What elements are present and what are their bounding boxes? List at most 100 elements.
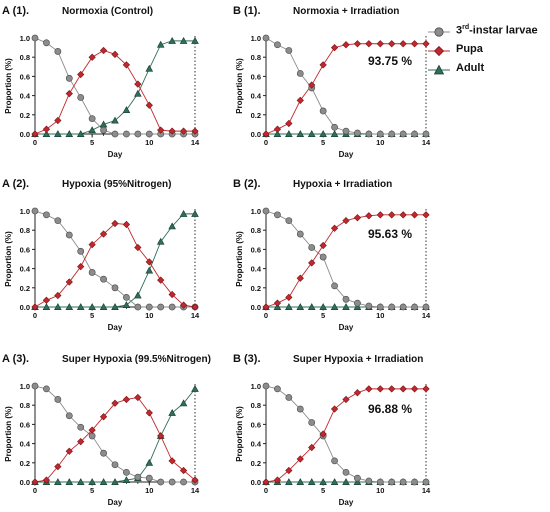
y-axis-title: Proportion (%) xyxy=(235,231,244,287)
data-point-pupa xyxy=(376,211,384,219)
data-point-pupa xyxy=(99,230,108,238)
survival-annotation: 96.88 % xyxy=(368,402,412,416)
y-axis-title: Proportion (%) xyxy=(4,58,13,114)
y-tick-label: 0.4 xyxy=(20,440,31,449)
chart-panel-2: B (1). Normoxia + Irradiation 0.0 0.2 0.4 0.6… xyxy=(233,5,431,159)
data-point-larvae xyxy=(274,385,281,393)
data-point-adult xyxy=(54,303,62,310)
data-point-larvae xyxy=(376,130,384,138)
data-point-larvae xyxy=(157,478,165,486)
y-tick-label: 0.2 xyxy=(251,284,261,293)
y-tick-label: 0.2 xyxy=(20,284,30,293)
y-axis-title: Proportion (%) xyxy=(4,231,13,287)
y-tick-label: 1.0 xyxy=(251,382,261,391)
data-point-pupa xyxy=(179,301,188,309)
data-point-larvae xyxy=(342,468,350,476)
data-point-pupa xyxy=(42,476,51,484)
y-tick-label: 0.4 xyxy=(251,265,262,274)
data-point-pupa xyxy=(342,41,350,49)
chart-panel-5: A (3). Super Hypoxia (99.5%Nitrogen) 0.0 0.… xyxy=(2,353,211,507)
chart-panel-3: A (2). Hypoxia (95%Nitrogen) 0.0 0.2 0.4 0.6 0… xyxy=(2,178,200,332)
data-point-larvae xyxy=(296,230,304,238)
data-point-adult xyxy=(76,478,85,485)
triangle-marker-icon xyxy=(428,64,450,75)
data-point-pupa xyxy=(376,385,384,393)
x-axis-title: Day xyxy=(108,150,123,159)
data-point-pupa xyxy=(65,447,73,455)
x-tick-label: 0 xyxy=(264,311,268,320)
data-point-larvae xyxy=(262,34,270,42)
y-tick-label: 0.0 xyxy=(20,478,30,487)
data-point-larvae xyxy=(411,478,418,486)
data-point-larvae xyxy=(388,303,396,311)
data-point-larvae xyxy=(331,457,338,465)
x-tick-label: 5 xyxy=(321,138,325,147)
data-point-adult xyxy=(179,399,188,407)
data-point-larvae xyxy=(319,253,327,261)
y-tick-label: 0.4 xyxy=(251,92,262,101)
data-point-pupa xyxy=(77,70,85,79)
data-point-larvae xyxy=(331,123,338,131)
data-point-pupa xyxy=(88,426,96,434)
data-point-adult xyxy=(319,478,327,485)
panel-label: B (2). xyxy=(233,178,261,190)
panel-title: Super Hypoxia + Irradiation xyxy=(293,354,423,365)
data-point-adult xyxy=(88,303,96,310)
data-point-larvae xyxy=(88,115,96,123)
data-point-adult xyxy=(156,40,165,48)
data-point-pupa xyxy=(399,211,407,219)
data-point-larvae xyxy=(123,468,130,476)
data-point-pupa xyxy=(330,405,339,413)
data-point-pupa xyxy=(319,61,327,69)
data-point-larvae xyxy=(145,303,153,311)
data-point-larvae xyxy=(399,130,407,138)
data-point-larvae xyxy=(285,217,293,224)
y-tick-label: 0.2 xyxy=(20,459,30,468)
data-point-pupa xyxy=(65,90,73,98)
data-point-larvae xyxy=(422,478,430,486)
data-point-larvae xyxy=(354,474,361,482)
data-point-larvae xyxy=(54,396,62,403)
x-tick-label: 10 xyxy=(376,486,384,495)
series-line-larvae xyxy=(265,210,426,308)
data-point-pupa xyxy=(353,214,362,222)
x-tick-label: 5 xyxy=(321,311,325,320)
data-point-pupa xyxy=(31,478,39,486)
data-point-adult xyxy=(145,266,154,274)
data-point-adult xyxy=(353,303,362,310)
x-axis-title: Day xyxy=(108,323,123,332)
y-tick-label: 0.0 xyxy=(251,478,261,487)
x-tick-label: 14 xyxy=(191,138,200,147)
data-point-larvae xyxy=(365,130,373,138)
data-point-pupa xyxy=(65,278,73,286)
data-point-larvae xyxy=(274,211,281,219)
data-point-larvae xyxy=(262,207,270,215)
data-point-adult xyxy=(307,478,316,485)
x-tick-label: 5 xyxy=(90,486,94,495)
data-point-pupa xyxy=(77,263,85,271)
data-point-larvae xyxy=(145,130,153,138)
data-point-pupa xyxy=(285,119,293,128)
data-point-adult xyxy=(122,106,131,113)
data-point-larvae xyxy=(65,231,73,239)
data-point-larvae xyxy=(365,302,373,310)
data-point-adult xyxy=(88,478,96,485)
data-point-larvae xyxy=(308,419,316,426)
data-point-adult xyxy=(134,291,142,299)
data-point-adult xyxy=(168,222,176,230)
data-point-pupa xyxy=(42,296,51,304)
data-point-pupa xyxy=(122,220,131,229)
data-point-adult xyxy=(65,478,74,485)
y-tick-label: 0.6 xyxy=(20,420,30,429)
y-axis-title: Proportion (%) xyxy=(235,406,244,462)
data-point-larvae xyxy=(111,461,119,469)
data-point-pupa xyxy=(410,211,419,219)
legend-item-adult: Adult xyxy=(428,62,550,77)
x-tick-label: 0 xyxy=(264,138,268,147)
data-point-larvae xyxy=(31,34,39,42)
y-tick-label: 0.4 xyxy=(20,265,31,274)
data-point-pupa xyxy=(273,299,282,307)
x-tick-label: 5 xyxy=(321,486,325,495)
data-point-adult xyxy=(122,301,131,309)
data-point-larvae xyxy=(376,478,384,486)
